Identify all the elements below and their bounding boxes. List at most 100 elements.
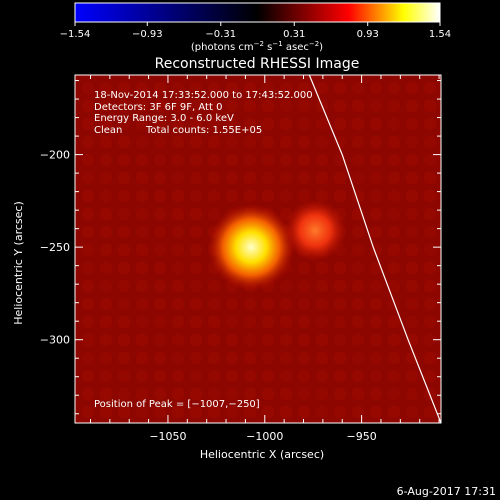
texture-cell — [100, 100, 112, 112]
texture-cell — [352, 226, 364, 238]
texture-cell — [82, 100, 94, 112]
texture-cell — [370, 226, 382, 238]
texture-cell — [262, 388, 274, 400]
texture-cell — [316, 298, 328, 310]
texture-cell — [280, 334, 292, 346]
texture-cell — [316, 136, 328, 148]
texture-cell — [208, 208, 220, 220]
texture-cell — [298, 190, 310, 202]
texture-cell — [388, 154, 400, 166]
texture-cell — [424, 100, 436, 112]
texture-cell — [316, 334, 328, 346]
texture-cell — [190, 154, 202, 166]
texture-cell — [280, 352, 292, 364]
emission-source — [284, 199, 347, 262]
texture-cell — [424, 172, 436, 184]
texture-cell — [334, 100, 346, 112]
texture-cell — [244, 352, 256, 364]
texture-cell — [190, 370, 202, 382]
texture-cell — [100, 388, 112, 400]
texture-cell — [208, 334, 220, 346]
texture-cell — [100, 208, 112, 220]
texture-cell — [370, 172, 382, 184]
texture-cell — [352, 262, 364, 274]
texture-cell — [316, 406, 328, 418]
texture-cell — [100, 298, 112, 310]
texture-cell — [136, 172, 148, 184]
texture-cell — [208, 136, 220, 148]
texture-cell — [136, 226, 148, 238]
texture-cell — [262, 82, 274, 94]
texture-cell — [244, 316, 256, 328]
texture-cell — [136, 136, 148, 148]
texture-cell — [172, 154, 184, 166]
texture-cell — [388, 208, 400, 220]
texture-cell — [172, 136, 184, 148]
texture-cell — [136, 334, 148, 346]
texture-cell — [352, 388, 364, 400]
texture-cell — [370, 262, 382, 274]
texture-cell — [262, 190, 274, 202]
texture-cell — [154, 118, 166, 130]
texture-cell — [190, 172, 202, 184]
texture-cell — [388, 82, 400, 94]
texture-cell — [406, 244, 418, 256]
texture-cell — [388, 280, 400, 292]
texture-cell — [190, 82, 202, 94]
texture-cell — [424, 226, 436, 238]
texture-cell — [208, 316, 220, 328]
texture-cell — [424, 136, 436, 148]
texture-cell — [172, 280, 184, 292]
texture-cell — [190, 406, 202, 418]
emission-source — [207, 203, 295, 291]
texture-cell — [334, 280, 346, 292]
texture-cell — [334, 388, 346, 400]
texture-cell — [136, 370, 148, 382]
texture-cell — [136, 190, 148, 202]
texture-cell — [208, 352, 220, 364]
texture-cell — [172, 118, 184, 130]
x-tick-label: −1050 — [149, 430, 186, 443]
texture-cell — [82, 136, 94, 148]
texture-cell — [154, 352, 166, 364]
texture-cell — [262, 136, 274, 148]
texture-cell — [298, 172, 310, 184]
texture-cell — [190, 226, 202, 238]
texture-cell — [136, 316, 148, 328]
texture-cell — [172, 208, 184, 220]
texture-cell — [406, 190, 418, 202]
texture-cell — [388, 136, 400, 148]
texture-cell — [208, 406, 220, 418]
texture-cell — [118, 316, 130, 328]
texture-cell — [190, 388, 202, 400]
texture-cell — [154, 334, 166, 346]
texture-cell — [82, 298, 94, 310]
texture-cell — [316, 262, 328, 274]
texture-cell — [370, 100, 382, 112]
texture-cell — [334, 136, 346, 148]
texture-cell — [172, 316, 184, 328]
texture-cell — [316, 118, 328, 130]
texture-cell — [82, 172, 94, 184]
texture-cell — [118, 208, 130, 220]
texture-cell — [226, 118, 238, 130]
texture-cell — [118, 82, 130, 94]
texture-cell — [226, 136, 238, 148]
texture-cell — [226, 316, 238, 328]
texture-cell — [172, 82, 184, 94]
texture-cell — [424, 82, 436, 94]
texture-cell — [352, 118, 364, 130]
texture-cell — [406, 298, 418, 310]
texture-cell — [244, 82, 256, 94]
texture-cell — [82, 208, 94, 220]
texture-cell — [82, 262, 94, 274]
texture-cell — [154, 100, 166, 112]
texture-cell — [298, 298, 310, 310]
texture-cell — [244, 388, 256, 400]
texture-cell — [280, 100, 292, 112]
texture-cell — [208, 298, 220, 310]
texture-cell — [190, 280, 202, 292]
texture-cell — [262, 298, 274, 310]
texture-cell — [370, 352, 382, 364]
texture-cell — [406, 388, 418, 400]
